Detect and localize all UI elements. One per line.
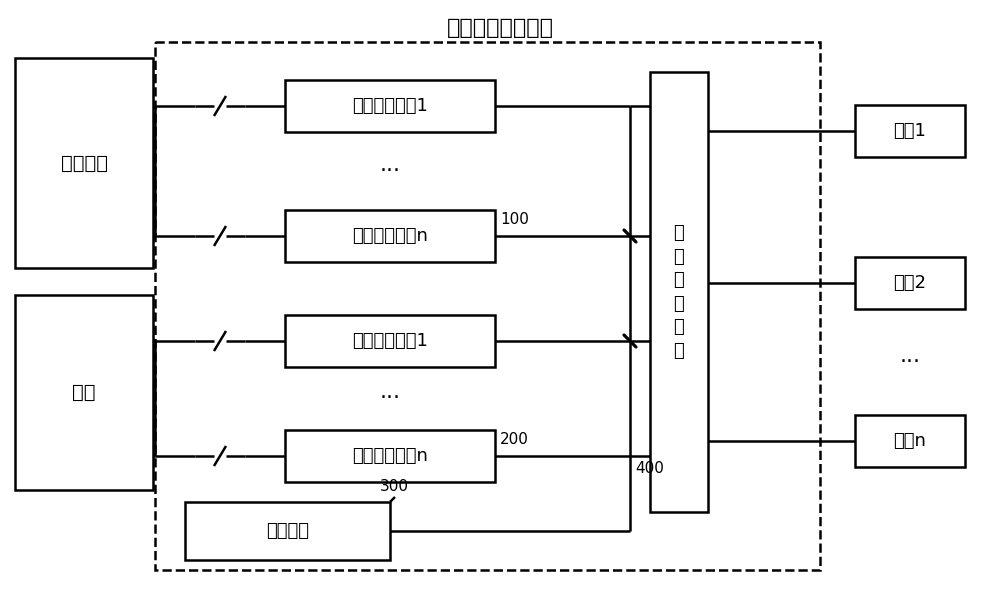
Text: 400: 400: [635, 461, 664, 476]
Bar: [855, 257, 965, 309]
Text: 功
率
分
配
模
块: 功 率 分 配 模 块: [674, 224, 684, 360]
Bar: [15, 295, 153, 490]
Text: 控制模块: 控制模块: [266, 522, 309, 540]
Text: ···: ···: [380, 388, 400, 409]
Text: 200: 200: [500, 432, 529, 447]
Bar: [855, 105, 965, 157]
Text: ···: ···: [380, 161, 400, 181]
Bar: [285, 315, 495, 367]
Bar: [855, 415, 965, 467]
Text: 300: 300: [380, 479, 409, 494]
Bar: [285, 430, 495, 482]
Text: 车位n: 车位n: [894, 432, 926, 450]
Text: 车位1: 车位1: [894, 122, 926, 140]
Text: 直流充电模块n: 直流充电模块n: [352, 447, 428, 465]
Text: 100: 100: [500, 212, 529, 227]
Text: 光伏充电模块n: 光伏充电模块n: [352, 227, 428, 245]
Bar: [650, 72, 708, 512]
Text: 电网: 电网: [72, 383, 96, 402]
Bar: [15, 58, 153, 268]
Text: 光伏充电模块1: 光伏充电模块1: [352, 97, 428, 115]
Text: 光伏组件: 光伏组件: [60, 153, 108, 172]
Text: 直流充电模块1: 直流充电模块1: [352, 332, 428, 350]
Text: 车位2: 车位2: [894, 274, 926, 292]
Bar: [155, 42, 820, 570]
Bar: [285, 80, 495, 132]
Text: ···: ···: [900, 352, 920, 372]
Bar: [285, 210, 495, 262]
Text: 群充直流充电系统: 群充直流充电系统: [446, 18, 554, 38]
Bar: [185, 502, 390, 560]
